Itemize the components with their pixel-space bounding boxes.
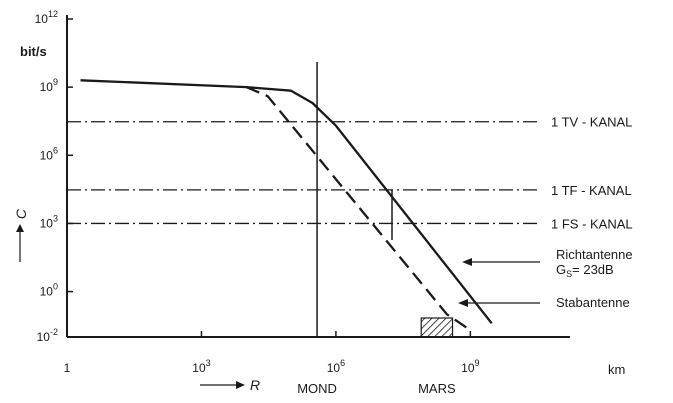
y-unit-label: bit/s xyxy=(20,44,47,59)
y-tick-label-3: 106 xyxy=(40,145,58,162)
x-axis-label: R xyxy=(250,377,260,393)
label-layer: bit/s Ckm R 1 TV - KANAL 1 TF - KANAL 1 FS - … xyxy=(13,44,633,396)
x-tick-label-2: 106 xyxy=(327,358,345,375)
channel-label-1: 1 TF - KANAL xyxy=(551,183,632,198)
leader-arrowhead-stabantenne xyxy=(458,299,468,307)
x-axis-arrowhead xyxy=(236,381,245,389)
x-tick-label-3: 109 xyxy=(461,358,479,375)
marker-label-mond: MOND xyxy=(297,381,337,396)
x-unit-label: km xyxy=(608,362,625,377)
y-tick-label-0: 10-2 xyxy=(37,327,58,344)
x-tick-label-1: 103 xyxy=(192,358,210,375)
leader-arrowhead-richtantenne xyxy=(462,258,472,266)
series-line-richtantenne xyxy=(80,79,493,325)
y-tick-label-5: 1012 xyxy=(35,9,58,26)
channel-label-0: 1 TV - KANAL xyxy=(551,115,632,130)
series-label-richtantenne: Richtantenne xyxy=(556,247,633,262)
y-axis-arrowhead xyxy=(16,224,24,232)
x-tick-label-0: 1 xyxy=(64,361,71,375)
y-tick-label-1: 100 xyxy=(40,282,58,299)
channel-label-2: 1 FS - KANAL xyxy=(551,216,633,231)
marker-range-mars xyxy=(420,317,454,338)
series-layer xyxy=(80,79,493,332)
y-tick-label-2: 103 xyxy=(40,213,58,230)
marker-label-mars: MARS xyxy=(418,381,456,396)
axes: 10-2 100 103 106 109 1012 1 103 106 109 xyxy=(35,9,570,375)
y-tick-label-4: 109 xyxy=(40,77,58,94)
channel-lines xyxy=(67,62,538,338)
series-line-stabantenne xyxy=(245,86,472,332)
y-axis-label: C xyxy=(13,208,29,219)
series-sublabel-richtantenne: GS= 23dB xyxy=(556,262,614,279)
series-label-stabantenne: Stabantenne xyxy=(556,295,630,310)
